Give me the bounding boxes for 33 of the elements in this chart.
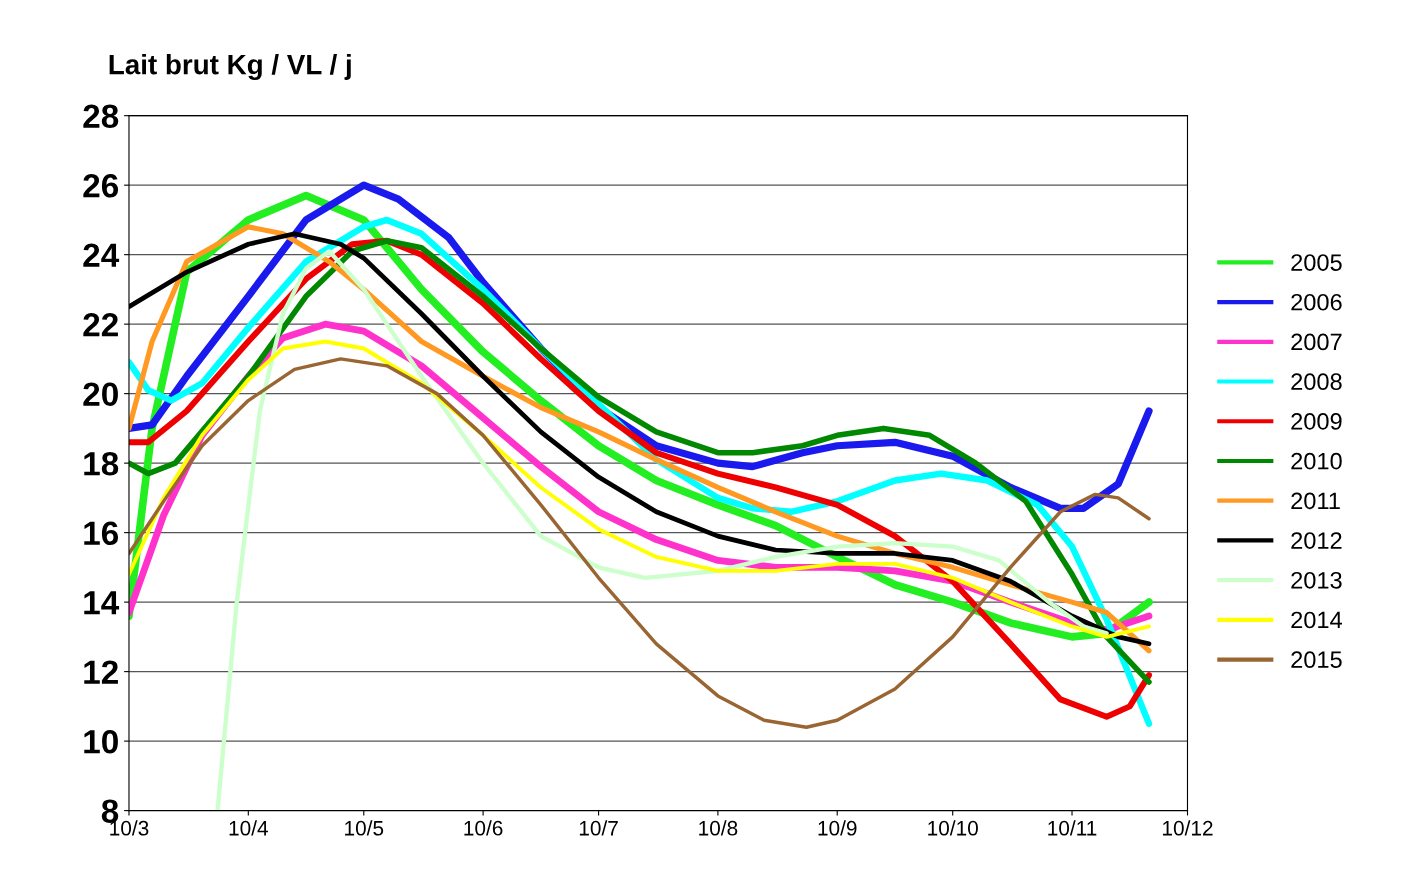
x-tick-label: 10/9 xyxy=(818,820,857,836)
y-tick-label: 24 xyxy=(83,243,120,267)
legend-label: 2013 xyxy=(1291,571,1342,589)
legend-label: 2007 xyxy=(1291,333,1342,351)
y-tick-label: 12 xyxy=(84,660,118,684)
legend-label: 2014 xyxy=(1291,611,1342,629)
y-tick-label: 14 xyxy=(84,591,120,615)
y-tick-label: 18 xyxy=(84,451,119,476)
y-tick-label: 16 xyxy=(84,521,119,546)
y-tick-label: 10 xyxy=(84,729,118,754)
legend-label: 2011 xyxy=(1291,492,1340,510)
legend-label: 2009 xyxy=(1291,413,1342,430)
legend-label: 2015 xyxy=(1291,651,1342,669)
x-tick-label: 10/12 xyxy=(1163,820,1213,836)
x-tick-label: 10/11 xyxy=(1048,820,1097,836)
x-tick-label: 10/7 xyxy=(579,820,618,836)
legend-label: 2010 xyxy=(1291,452,1342,470)
y-axis-title: Lait brut Kg / VL / j xyxy=(109,54,351,81)
x-tick-label: 10/4 xyxy=(229,820,268,836)
y-tick-label: 26 xyxy=(83,173,119,198)
legend-label: 2005 xyxy=(1291,254,1342,271)
line-series xyxy=(215,249,1109,811)
legend-label: 2012 xyxy=(1291,532,1342,549)
y-tick-label: 22 xyxy=(83,312,118,337)
x-tick-label: 10/5 xyxy=(345,820,384,836)
x-tick-label: 10/8 xyxy=(699,820,738,836)
legend-label: 2008 xyxy=(1291,373,1342,391)
y-tick-label: 28 xyxy=(83,104,119,129)
line-series xyxy=(128,357,1151,729)
legend-label: 2006 xyxy=(1291,293,1342,311)
y-tick-label: 20 xyxy=(83,382,118,407)
x-tick-label: 10/6 xyxy=(464,820,503,836)
x-tick-label: 10/10 xyxy=(928,820,978,836)
